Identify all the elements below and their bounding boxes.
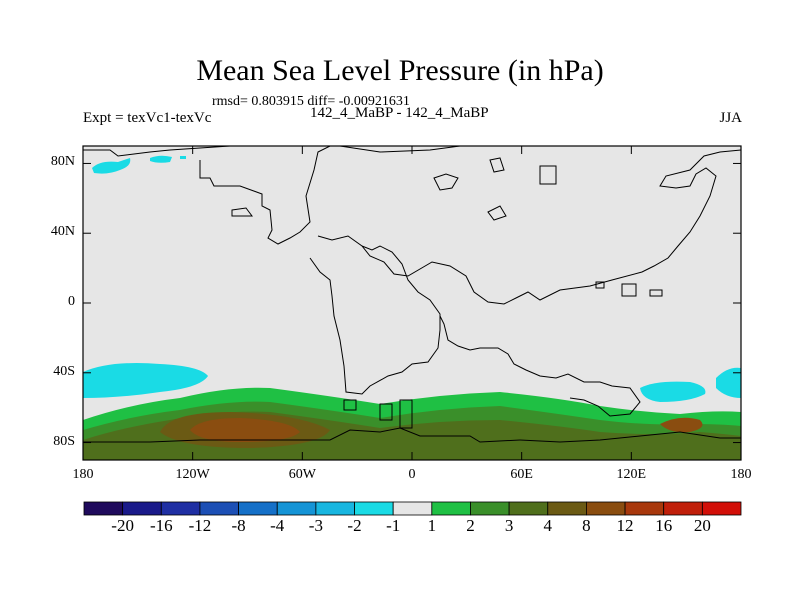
antarctic-core-level-12 (190, 418, 300, 442)
colorbar-label: 1 (427, 516, 437, 535)
south-indian-negative-anomaly (640, 367, 741, 402)
arctic-negative-anomaly (92, 155, 186, 174)
colorbar-label: 3 (504, 516, 514, 535)
y-ticks (83, 162, 741, 444)
y-tick-label: 80N (50, 154, 75, 170)
y-tick-label: 40N (50, 224, 75, 240)
season-label: JJA (719, 110, 742, 126)
colorbar-label: 12 (616, 516, 634, 535)
x-tick-label: 120W (175, 467, 210, 482)
colorbar-label: -1 (386, 516, 401, 535)
x-tick-label: 0 (408, 467, 416, 482)
coastlines (83, 146, 741, 443)
colorbar-label: 20 (693, 516, 711, 535)
x-tick-label: 60E (510, 467, 533, 482)
colorbar-swatch (354, 501, 394, 516)
colorbar-swatch (276, 501, 317, 516)
colorbar-label: 16 (655, 516, 673, 535)
colorbar-label: -20 (111, 516, 134, 535)
colorbar-swatch (199, 501, 239, 516)
y-tick-label: 0 (68, 294, 75, 309)
chart-title: Mean Sea Level Pressure (in hPa) (196, 54, 604, 87)
colorbar-swatch (701, 501, 742, 516)
colorbar-swatch (315, 501, 355, 516)
x-tick-label: 60W (288, 467, 316, 482)
colorbar-swatch (431, 501, 471, 516)
y-tick-label: 40S (53, 363, 75, 379)
y-tick-label: 80S (53, 433, 75, 449)
x-tick-label: 180 (72, 467, 94, 482)
colorbar-label: 2 (466, 516, 475, 535)
map-field (83, 146, 741, 460)
colorbar-label: -8 (231, 516, 246, 535)
colorbar-label: -2 (347, 516, 362, 535)
x-tick-label: 120E (616, 467, 647, 482)
colorbar-label: -16 (149, 516, 173, 535)
colorbar-swatch (392, 501, 433, 516)
south-pacific-negative-anomaly (83, 363, 208, 398)
x-ticks (82, 146, 742, 460)
colorbar-label: 4 (543, 516, 553, 535)
colorbar-swatch (586, 501, 626, 516)
colorbar-swatch (624, 501, 665, 516)
colorbar-label: -3 (308, 516, 323, 535)
colorbar-swatch (83, 501, 124, 516)
experiment-label: Expt = texVc1-texVc (83, 110, 212, 126)
stats-line: rmsd= 0.803915 diff= -0.00921631 (212, 94, 410, 109)
colorbar-label: 8 (582, 516, 591, 535)
colorbar-swatch (470, 501, 510, 516)
colorbar-swatch (122, 501, 162, 516)
x-tick-label: 180 (730, 467, 752, 482)
colorbar (83, 501, 742, 516)
period-label: 142_4_MaBP - 142_4_MaBP (310, 105, 489, 121)
colorbar-label: -4 (270, 516, 285, 535)
colorbar-swatch (663, 501, 703, 516)
colorbar-swatch (508, 501, 549, 516)
colorbar-label: -12 (188, 516, 212, 535)
colorbar-swatch (160, 501, 201, 516)
colorbar-swatch (238, 501, 278, 516)
colorbar-swatch (547, 501, 587, 516)
pacific-sector-positive-patch (660, 417, 703, 433)
